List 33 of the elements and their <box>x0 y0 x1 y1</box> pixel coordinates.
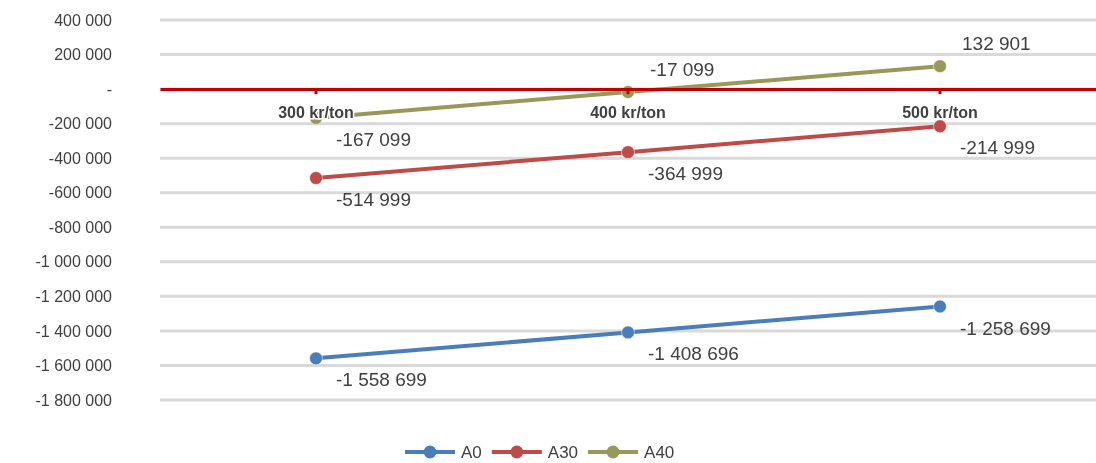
legend-label: A40 <box>644 443 675 462</box>
y-tick-label: -1 000 000 <box>35 253 113 271</box>
legend-label: A30 <box>547 443 579 462</box>
y-tick-label: -400 000 <box>48 149 113 167</box>
data-label: -214 999 <box>960 137 1036 159</box>
point <box>933 299 947 314</box>
legend-label: A0 <box>461 443 482 462</box>
data-label: -1 408 696 <box>648 343 739 365</box>
point <box>309 171 323 185</box>
data-label: 132 901 <box>962 33 1031 55</box>
data-label: -167 099 <box>336 128 412 150</box>
y-tick-label: -800 000 <box>48 218 113 236</box>
y-tick-label: -1 600 000 <box>35 357 113 375</box>
data-label: -1 558 699 <box>336 369 427 391</box>
data-label: -364 999 <box>648 163 724 185</box>
y-tick-label: 200 000 <box>54 46 113 64</box>
y-tick-label: 400 000 <box>54 11 113 29</box>
point <box>621 145 635 159</box>
y-tick-label: -1 200 000 <box>35 287 113 305</box>
y-tick-label: -600 000 <box>48 184 113 202</box>
y-tick-label: - <box>106 80 112 98</box>
point <box>933 59 947 73</box>
x-tick-label: 400 kr/ton <box>590 103 666 121</box>
y-tick-label: -1 400 000 <box>35 322 113 340</box>
data-label: -514 999 <box>336 189 412 211</box>
y-tick-label: -200 000 <box>48 115 113 133</box>
y-tick-label: -1 800 000 <box>35 391 113 409</box>
x-tick-label: 500 kr/ton <box>902 103 978 121</box>
point <box>621 325 635 340</box>
data-label: -1 258 699 <box>960 317 1051 339</box>
point <box>309 351 323 365</box>
point <box>933 119 947 133</box>
data-label: -17 099 <box>650 59 715 81</box>
